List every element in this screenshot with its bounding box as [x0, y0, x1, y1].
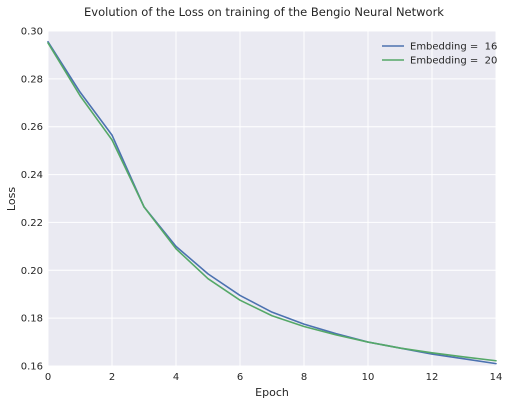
y-tick-label: 0.24 — [21, 170, 43, 181]
x-tick-label: 2 — [109, 372, 115, 383]
y-tick-label: 0.30 — [21, 27, 43, 38]
series-line-1 — [47, 42, 497, 362]
plot-area — [48, 31, 496, 366]
x-tick-label: 14 — [490, 372, 503, 383]
legend: Embedding = 16 Embedding = 20 — [382, 42, 497, 67]
x-tick-label: 8 — [301, 372, 307, 383]
chart-title: Evolution of the Loss on training of the… — [84, 5, 444, 19]
x-axis-label: Epoch — [255, 386, 289, 399]
legend-label-embedding-20: Embedding = 20 — [410, 56, 497, 67]
series-lines — [47, 40, 497, 365]
x-tick-labels: 0 2 4 6 8 10 12 14 — [45, 372, 503, 383]
y-tick-label: 0.20 — [21, 266, 43, 277]
y-tick-label: 0.26 — [21, 122, 43, 133]
x-tick-label: 0 — [45, 372, 51, 383]
x-tick-label: 6 — [237, 372, 243, 383]
y-tick-label: 0.18 — [21, 314, 43, 325]
grid-lines — [47, 30, 497, 367]
y-tick-label: 0.16 — [21, 362, 43, 373]
y-tick-label: 0.28 — [21, 74, 43, 85]
y-axis-label: Loss — [5, 187, 18, 211]
x-tick-label: 12 — [426, 372, 439, 383]
x-tick-label: 10 — [362, 372, 375, 383]
legend-label-embedding-16: Embedding = 16 — [410, 42, 497, 53]
x-tick-label: 4 — [173, 372, 179, 383]
y-tick-label: 0.22 — [21, 218, 43, 229]
y-tick-labels: 0.16 0.18 0.20 0.22 0.24 0.26 0.28 0.30 — [21, 27, 43, 373]
